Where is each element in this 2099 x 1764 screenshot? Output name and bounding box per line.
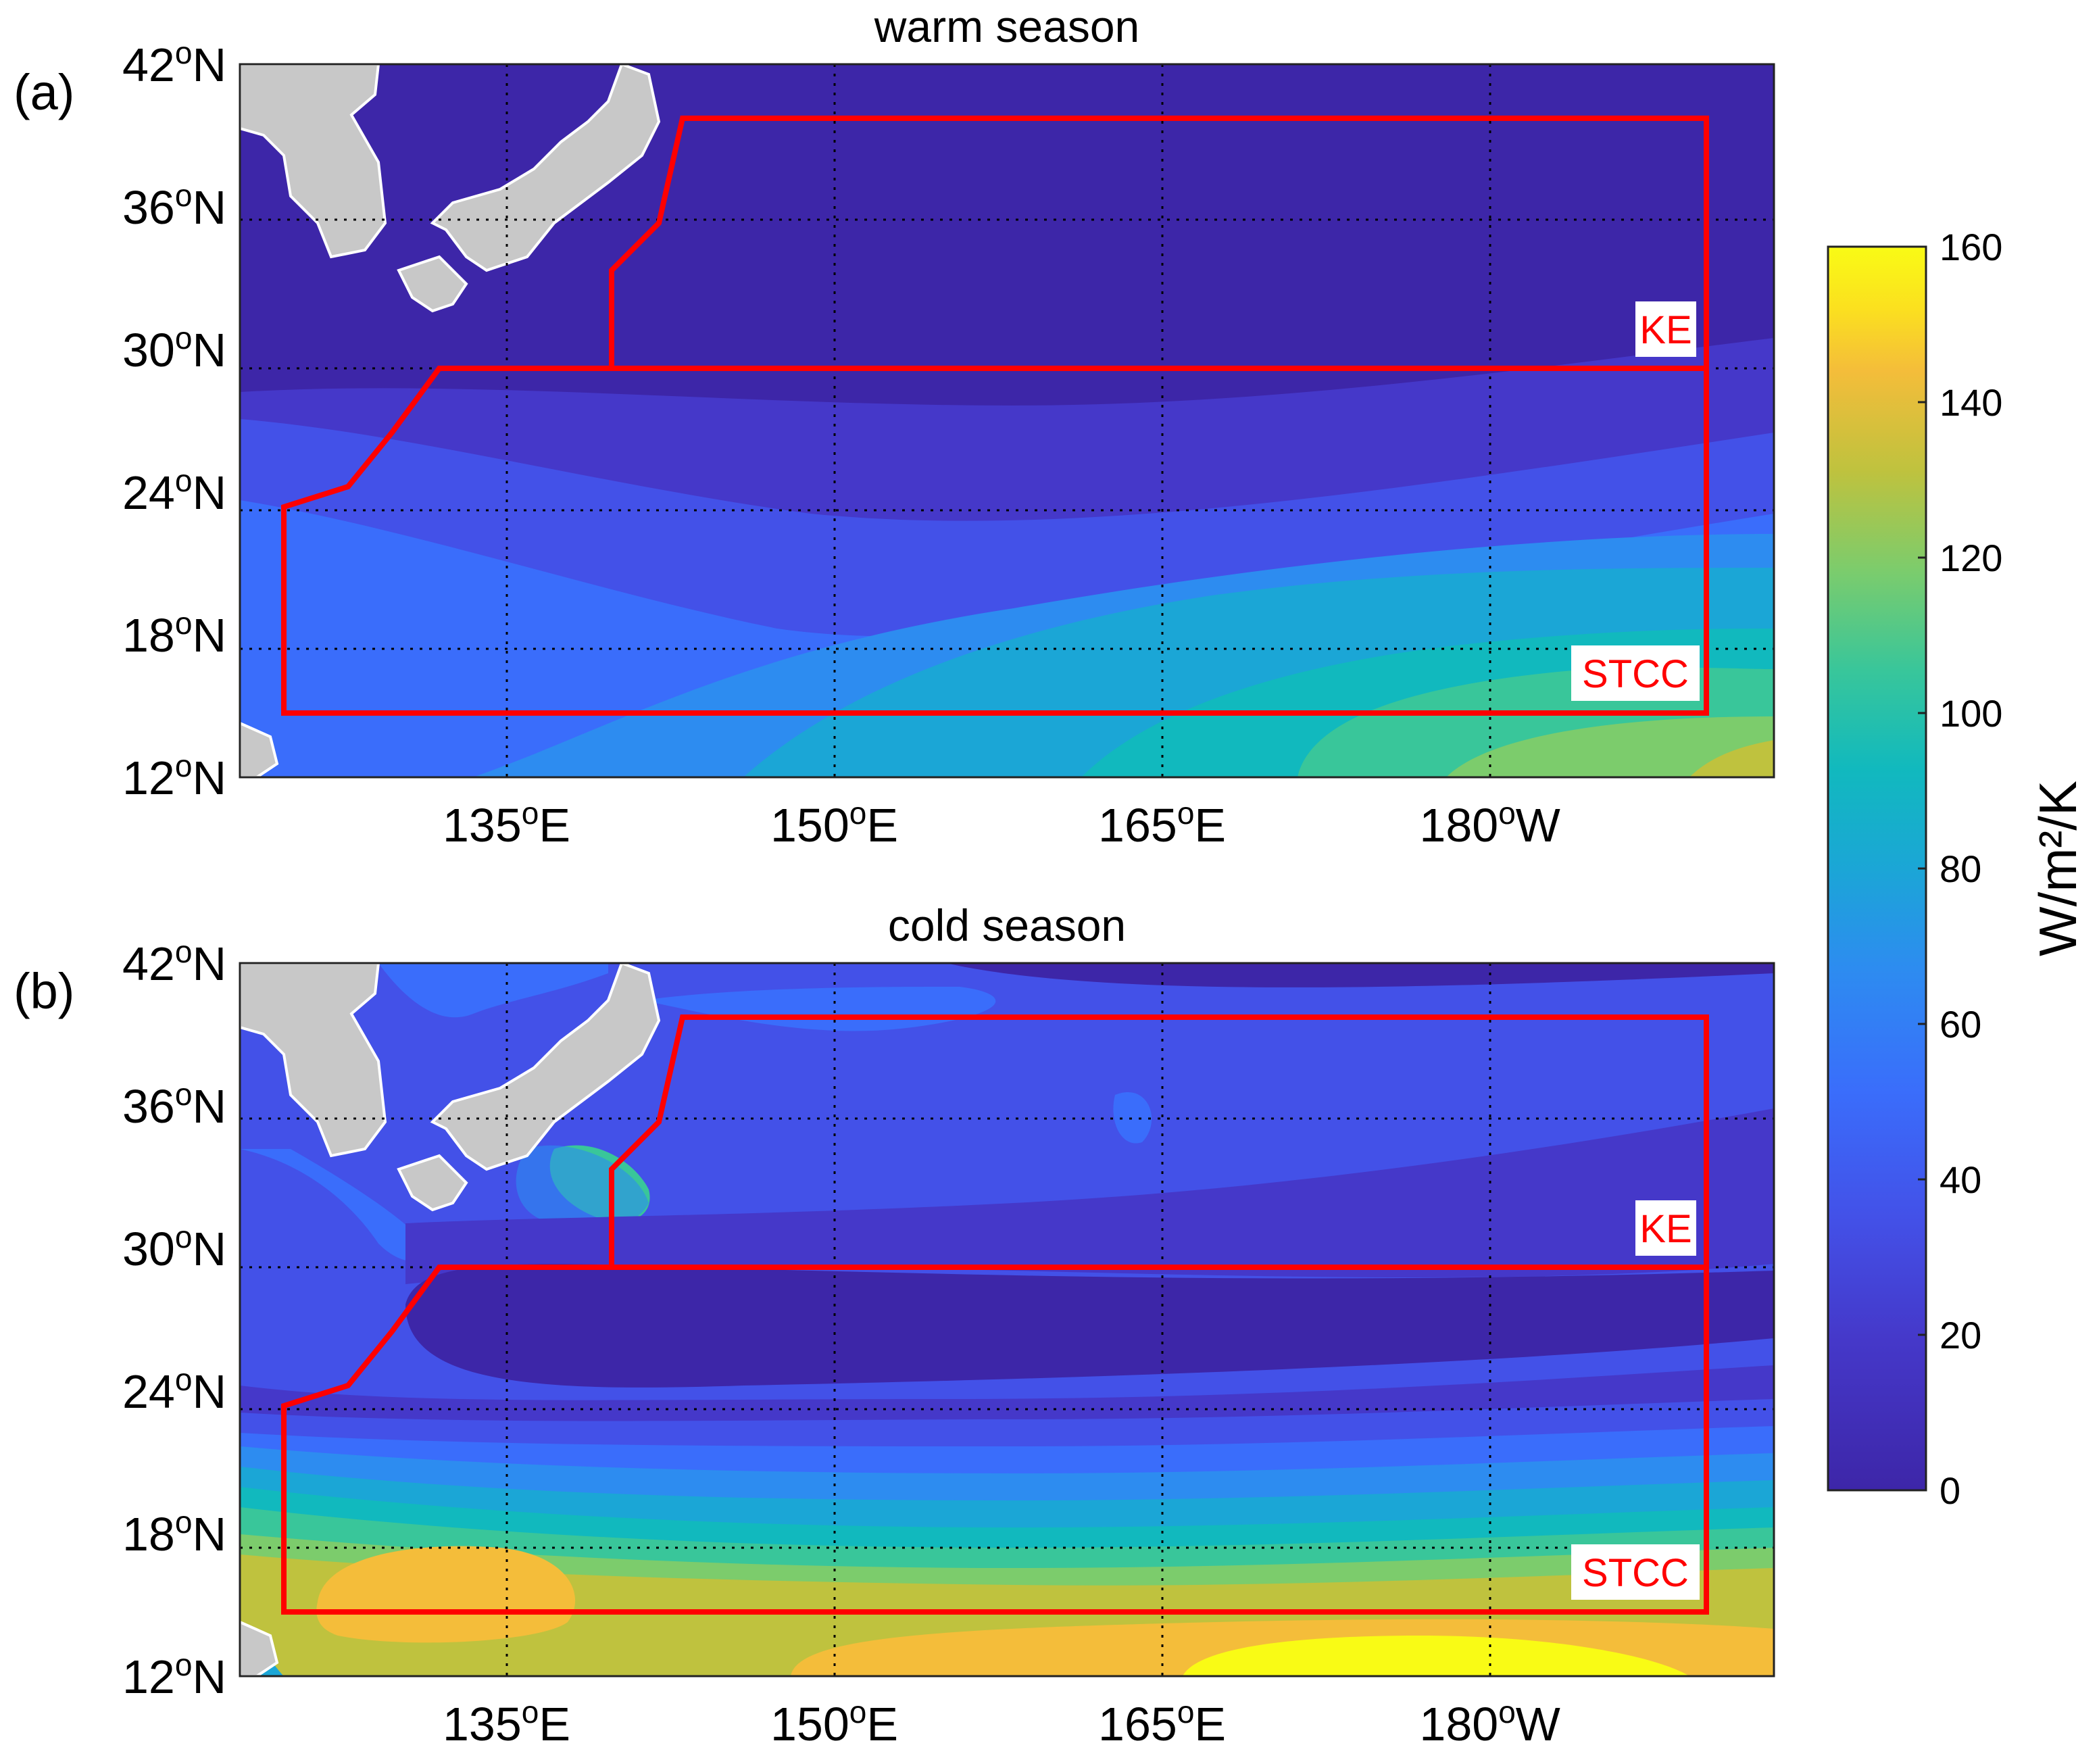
- lat-tick-label: 12oN: [122, 748, 226, 804]
- stcc-label-bg: [1571, 1544, 1700, 1600]
- lat-tick-label: 18oN: [122, 606, 226, 662]
- region-label-stcc: STCC: [1582, 652, 1689, 696]
- region-stcc-outline: [281, 1265, 1709, 1615]
- colorbar-tick-label: 80: [1940, 848, 1981, 890]
- lat-tick-label: 42oN: [122, 934, 226, 990]
- lon-tick-label: 165oE: [1098, 1694, 1226, 1750]
- region-label-ke: KE: [1639, 1207, 1691, 1251]
- colorbar-tick-label: 60: [1940, 1003, 1981, 1046]
- map-frame-warm: [239, 63, 1775, 779]
- region-label-stcc: STCC: [1582, 1551, 1689, 1595]
- lat-tick-label: 30oN: [122, 1219, 226, 1275]
- land-warm: [240, 64, 661, 777]
- field-cold-season: [240, 963, 1774, 1676]
- ke-label-bg: [1635, 301, 1696, 357]
- colorbar-tick-label: 20: [1940, 1314, 1981, 1356]
- tick-labels-cold: 42oN 36oN 30oN 24oN 18oN 12oN 135oE 150oE 165oE 1…: [122, 934, 1560, 1750]
- panel-letter: (b): [14, 963, 74, 1019]
- lat-tick-label: 24oN: [122, 1362, 226, 1418]
- colorbar-unit-label: W/m²/K: [2028, 781, 2088, 956]
- lon-tick-label: 150oE: [770, 1694, 898, 1750]
- lon-tick-label: 180oW: [1419, 795, 1560, 852]
- colorbar-tick-label: 140: [1940, 381, 2002, 424]
- field-warm-season: [240, 64, 1774, 777]
- colorbar: 0 20 40 60 80 100 120 140 160 W/m²/K: [1827, 226, 2088, 1512]
- panel-title: cold season: [888, 900, 1126, 950]
- stcc-label-bg: [1571, 645, 1700, 701]
- tick-labels-warm: 42oN 36oN 30oN 24oN 18oN 12oN 135oE 150oE 165oE 1…: [122, 35, 1560, 852]
- lon-tick-label: 135oE: [443, 1694, 570, 1750]
- lat-tick-label: 42oN: [122, 35, 226, 91]
- panel-letter: (a): [14, 64, 74, 120]
- region-stcc-outline: [281, 366, 1709, 716]
- colorbar-tick-label: 40: [1940, 1158, 1981, 1201]
- lon-tick-label: 165oE: [1098, 795, 1226, 852]
- lat-tick-label: 12oN: [122, 1647, 226, 1703]
- lat-tick-label: 30oN: [122, 320, 226, 376]
- lat-tick-label: 36oN: [122, 1077, 226, 1133]
- panel-cold-season: KE STCC cold season (b): [14, 900, 1775, 1677]
- colorbar-ramp: [1827, 245, 1927, 1492]
- lat-tick-label: 18oN: [122, 1504, 226, 1561]
- panel-title: warm season: [874, 1, 1140, 51]
- colorbar-ticks: 0 20 40 60 80 100 120 140 160: [1918, 226, 2002, 1512]
- region-label-ke: KE: [1639, 308, 1691, 352]
- colorbar-tick-label: 120: [1940, 537, 2002, 579]
- lat-tick-label: 24oN: [122, 463, 226, 519]
- lat-tick-label: 36oN: [122, 178, 226, 234]
- colorbar-tick-label: 100: [1940, 692, 2002, 735]
- land-cold: [240, 963, 661, 1676]
- lon-tick-label: 135oE: [443, 795, 570, 852]
- lon-tick-label: 150oE: [770, 795, 898, 852]
- colorbar-tick-label: 160: [1940, 226, 2002, 268]
- lon-tick-label: 180oW: [1419, 1694, 1560, 1750]
- colorbar-tick-label: 0: [1940, 1469, 1960, 1512]
- map-frame-cold: [239, 962, 1775, 1677]
- panel-warm-season: KE STCC warm season (a): [14, 1, 1775, 779]
- ke-label-bg: [1635, 1200, 1696, 1256]
